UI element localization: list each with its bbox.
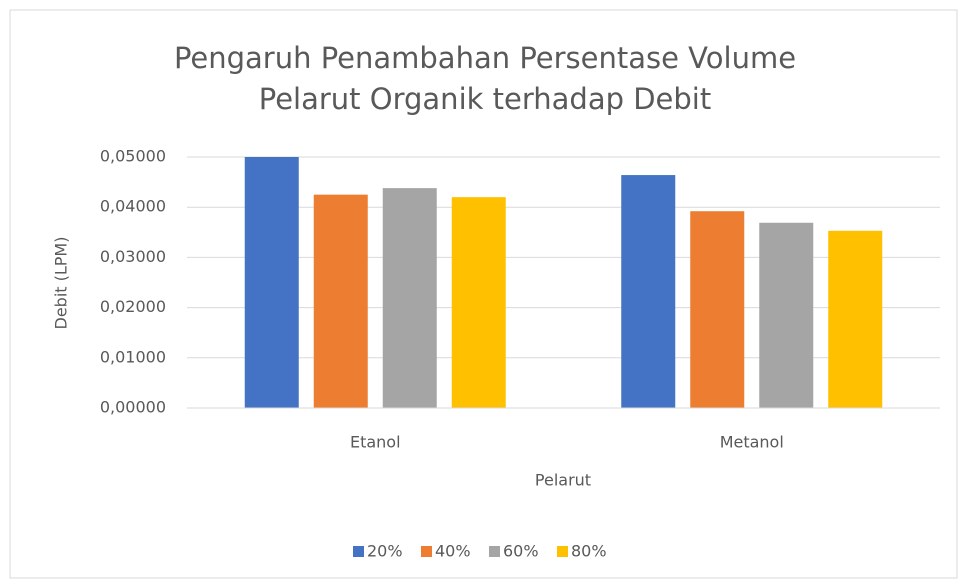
bar [244,157,299,408]
bar [759,222,814,408]
y-tick-label: 0,05000 [100,147,166,166]
legend-label: 80% [571,542,607,561]
bar [382,188,437,408]
legend-label: 60% [503,542,539,561]
x-axis-label: Pelarut [535,471,591,490]
bar [621,175,676,408]
x-tick-label: Etanol [350,433,401,452]
legend-label: 40% [435,542,471,561]
bar [451,197,506,408]
y-tick-label: 0,04000 [100,197,166,216]
bar [690,211,745,408]
y-tick-label: 0,00000 [100,398,166,417]
chart-title: Pengaruh Penambahan Persentase Volume Pe… [173,41,797,116]
x-tick-label: Metanol [720,433,784,452]
y-tick-label: 0,02000 [100,297,166,316]
y-tick-label: 0,03000 [100,247,166,266]
legend-swatch [353,546,364,557]
legend-label: 20% [367,542,403,561]
bar [828,230,883,408]
bar [313,194,368,408]
y-tick-label: 0,01000 [100,347,166,366]
legend-swatch [421,546,432,557]
legend-swatch [489,546,500,557]
y-axis-label: Debit (LPM) [52,237,71,330]
legend-swatch [557,546,568,557]
